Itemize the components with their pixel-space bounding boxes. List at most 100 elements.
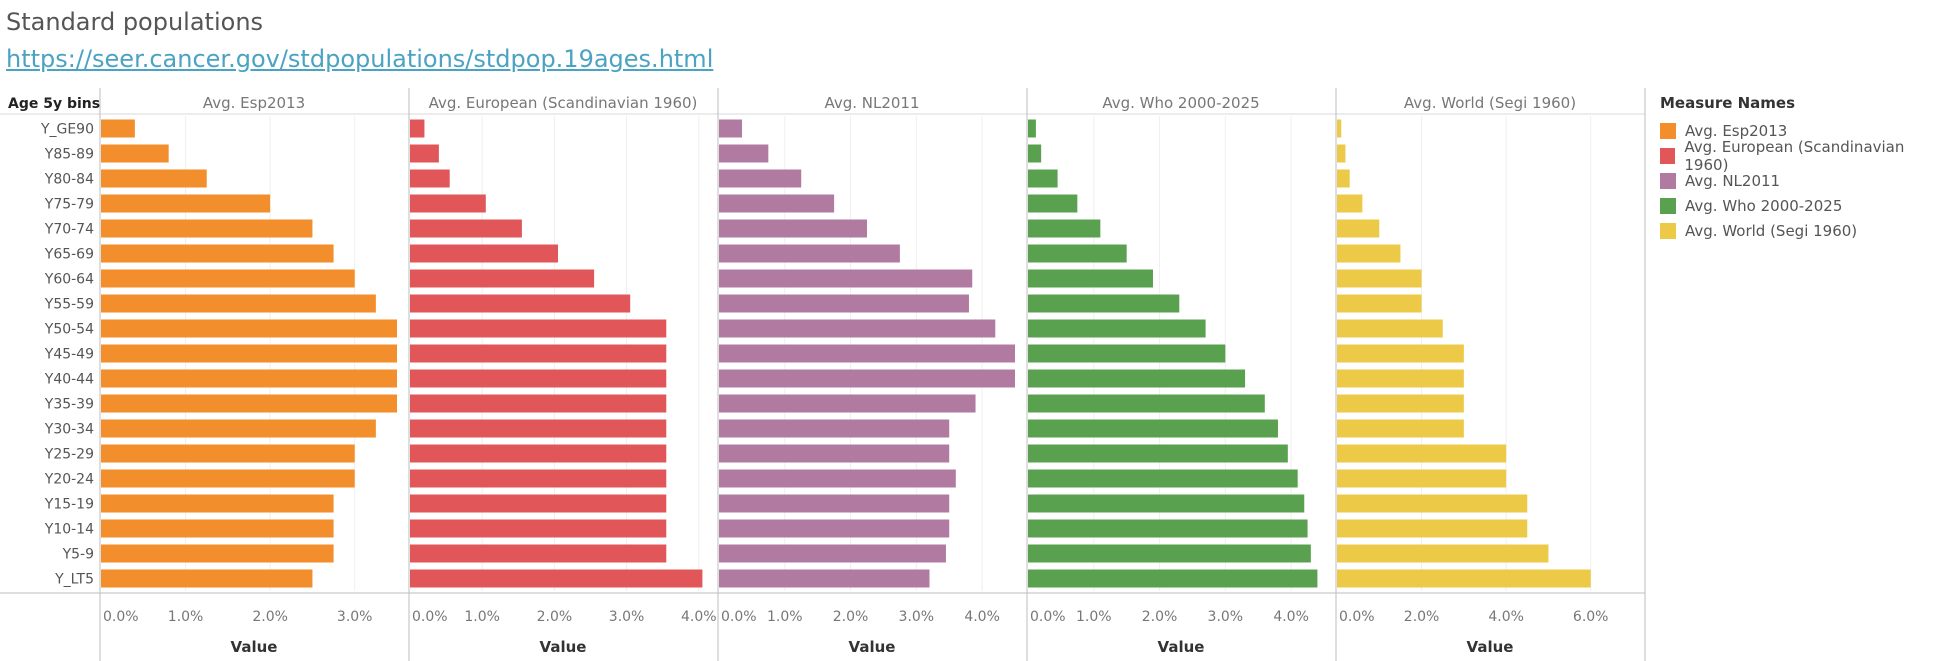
legend-swatch [1660, 147, 1676, 164]
bar [410, 569, 703, 588]
bar [1028, 269, 1153, 288]
bar [101, 369, 397, 388]
category-label: Y45-49 [44, 347, 94, 363]
legend-swatch [1660, 122, 1676, 139]
bar [1337, 244, 1401, 263]
bar [719, 119, 743, 138]
bar [410, 294, 631, 313]
bar [719, 544, 946, 563]
bar [410, 369, 667, 388]
bar [410, 244, 558, 263]
bar [1337, 269, 1422, 288]
category-label: Y20-24 [44, 472, 94, 488]
legend-swatch [1660, 222, 1676, 239]
row-header-label: Age 5y bins [8, 96, 100, 112]
bar [1028, 219, 1101, 238]
bar [1337, 169, 1350, 188]
bar [410, 469, 667, 488]
bar [1337, 294, 1422, 313]
category-label: Y30-34 [44, 422, 94, 438]
bar [101, 169, 207, 188]
bar [1028, 319, 1206, 338]
bar [410, 394, 667, 413]
category-label: Y15-19 [44, 497, 94, 513]
bar [719, 269, 973, 288]
category-label: Y80-84 [44, 172, 94, 188]
bar [1337, 194, 1363, 213]
legend: Measure Names Avg. Esp2013 Avg. European … [1660, 94, 1943, 243]
bar [1337, 444, 1507, 463]
x-tick-label: 2.0% [1142, 609, 1178, 625]
bar [719, 194, 835, 213]
bar [1337, 519, 1528, 538]
category-label: Y_LT5 [54, 572, 94, 588]
x-tick-label: 3.0% [1208, 609, 1244, 625]
bar [1337, 394, 1464, 413]
bar [410, 544, 667, 563]
bar [101, 344, 397, 363]
legend-label: Avg. Who 2000-2025 [1685, 196, 1843, 215]
bar [410, 119, 425, 138]
bar [1028, 244, 1127, 263]
category-label: Y10-14 [44, 522, 94, 538]
x-axis-title: Value [1158, 638, 1205, 656]
x-tick-label: 0.0% [721, 609, 757, 625]
bar [1337, 469, 1507, 488]
bar [410, 319, 667, 338]
category-label: Y25-29 [44, 447, 94, 463]
x-tick-label: 2.0% [833, 609, 869, 625]
legend-item[interactable]: Avg. Esp2013 [1660, 118, 1943, 143]
legend-label: Avg. European (Scandinavian 1960) [1684, 137, 1905, 174]
legend-item[interactable]: Avg. World (Segi 1960) [1660, 218, 1943, 243]
x-tick-label: 2.0% [252, 609, 288, 625]
x-tick-label: 4.0% [1488, 609, 1524, 625]
bar [719, 394, 976, 413]
bar [1028, 294, 1180, 313]
bar [410, 494, 667, 513]
legend-swatch [1660, 197, 1676, 214]
bar [101, 544, 334, 563]
x-tick-label: 3.0% [609, 609, 645, 625]
legend-label: Avg. NL2011 [1685, 171, 1781, 190]
bar [719, 144, 769, 163]
bar [101, 569, 313, 588]
bar [1337, 344, 1464, 363]
bar [410, 194, 486, 213]
bar [1028, 444, 1288, 463]
bar [410, 519, 667, 538]
legend-item[interactable]: Avg. European (Scandinavian 1960) [1660, 138, 1943, 174]
bar [719, 519, 950, 538]
panel-header: Avg. World (Segi 1960) [1404, 94, 1576, 112]
bar [101, 519, 334, 538]
bar [101, 444, 355, 463]
category-label: Y35-39 [44, 397, 94, 413]
x-tick-label: 0.0% [1030, 609, 1066, 625]
bar [719, 469, 956, 488]
bar [1337, 144, 1346, 163]
category-label: Y75-79 [44, 197, 94, 213]
x-tick-label: 6.0% [1573, 609, 1609, 625]
bar [1028, 469, 1298, 488]
bar [719, 169, 802, 188]
bar [1028, 144, 1042, 163]
x-tick-label: 1.0% [1076, 609, 1112, 625]
bar [101, 119, 135, 138]
legend-item[interactable]: Avg. Who 2000-2025 [1660, 193, 1943, 218]
bar [101, 219, 313, 238]
bar [410, 269, 595, 288]
page-title: Standard populations [6, 8, 264, 36]
bar [101, 394, 397, 413]
x-tick-label: 0.0% [1339, 609, 1375, 625]
x-axis-title: Value [849, 638, 896, 656]
bar [1028, 119, 1036, 138]
bar [1337, 419, 1464, 438]
x-tick-label: 0.0% [412, 609, 448, 625]
bar [719, 444, 950, 463]
bar [410, 344, 667, 363]
panel-header: Avg. European (Scandinavian 1960) [429, 94, 698, 112]
legend-item[interactable]: Avg. NL2011 [1660, 168, 1943, 193]
x-tick-label: 1.0% [767, 609, 803, 625]
source-link[interactable]: https://seer.cancer.gov/stdpopulations/s… [6, 45, 714, 73]
bar [410, 219, 522, 238]
category-label: Y5-9 [62, 547, 94, 563]
